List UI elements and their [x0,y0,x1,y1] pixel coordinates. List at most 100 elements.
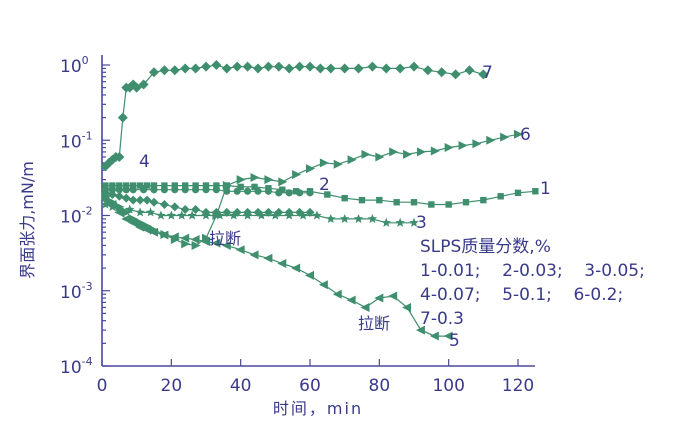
data-point [202,182,210,189]
x-axis-title: 时间，min [273,399,363,418]
data-point [171,186,179,194]
y-tick-label: 10-4 [60,355,93,378]
legend-line-1: 1-0.01; 2-0.03; 3-0.05; [420,261,645,281]
data-point [101,191,111,201]
data-point [361,149,371,159]
data-point [191,205,201,215]
data-point [213,182,220,189]
data-point [135,207,145,217]
data-point [181,239,191,249]
data-point [416,147,426,157]
series-label: 7 [482,63,493,83]
y-ticks: 100 10-1 10-2 10-3 10-4 [60,54,110,378]
data-point [149,67,159,78]
data-point [192,182,199,189]
data-point [430,146,440,156]
data-point [149,197,159,207]
data-point [123,182,130,189]
x-tick-label: 120 [502,376,534,396]
data-point [232,61,243,72]
data-point [429,331,439,341]
data-point [108,197,118,207]
data-point [410,199,418,206]
data-point [135,195,145,205]
series-6: 6 [101,125,531,250]
data-point [192,186,200,194]
series-line [105,199,449,337]
data-point [212,211,222,220]
data-point [500,132,510,142]
data-point [395,217,405,227]
data-point [135,222,145,232]
data-point [150,182,158,189]
data-point [191,240,201,250]
data-point [324,191,331,198]
series-5: 5 [100,195,460,351]
data-point [182,182,189,189]
data-point [296,189,304,197]
x-tick-label: 80 [369,376,391,396]
annotation-break-2: 拉断 [358,314,390,333]
data-point [403,149,413,159]
data-point [221,63,232,74]
data-point [222,207,232,217]
data-point [264,175,274,185]
data-point [393,199,400,206]
data-point [409,217,419,227]
data-point [100,199,111,209]
data-point [353,213,364,223]
data-point [422,65,433,76]
data-point [389,147,399,157]
data-point [169,65,180,76]
data-point [298,210,308,220]
data-point [270,210,281,220]
data-point [131,82,142,93]
data-point [180,63,191,74]
data-point [360,302,370,312]
data-point [264,187,272,195]
data-point [443,331,453,341]
y-axis-title: 界面张力,mN/m [18,161,37,279]
data-point [201,207,211,217]
data-point [376,196,383,204]
data-point [532,188,539,195]
data-point [136,182,144,189]
data-point [187,210,197,220]
data-point [341,194,348,202]
data-point [275,189,283,197]
data-point [190,63,201,74]
data-point [347,155,357,165]
data-point [170,234,180,244]
data-point [232,207,242,217]
data-point [170,202,180,212]
series-label: 1 [540,179,551,199]
data-point [130,182,137,189]
data-point [140,186,148,194]
data-point [242,61,253,72]
data-point [251,183,258,191]
data-point [415,325,425,335]
data-point [375,152,385,162]
data-point [444,143,454,153]
data-point [102,182,109,189]
data-point [250,172,260,182]
data-point [374,293,384,303]
data-point [514,189,522,197]
data-point [211,60,222,70]
annotation-break-1: 拉断 [209,229,241,248]
data-point [478,69,489,80]
x-ticks: 0 20 40 60 80 100 120 [97,359,534,396]
data-point [339,63,350,74]
data-point [159,65,170,76]
data-point [339,213,350,223]
data-point [150,225,159,235]
data-point [143,182,151,189]
data-point [458,141,468,151]
data-point [253,207,263,217]
data-point [124,204,135,214]
data-point [381,63,392,74]
series-label: 3 [416,213,427,233]
data-point [136,218,146,228]
data-point [114,151,125,162]
data-point [237,183,244,191]
